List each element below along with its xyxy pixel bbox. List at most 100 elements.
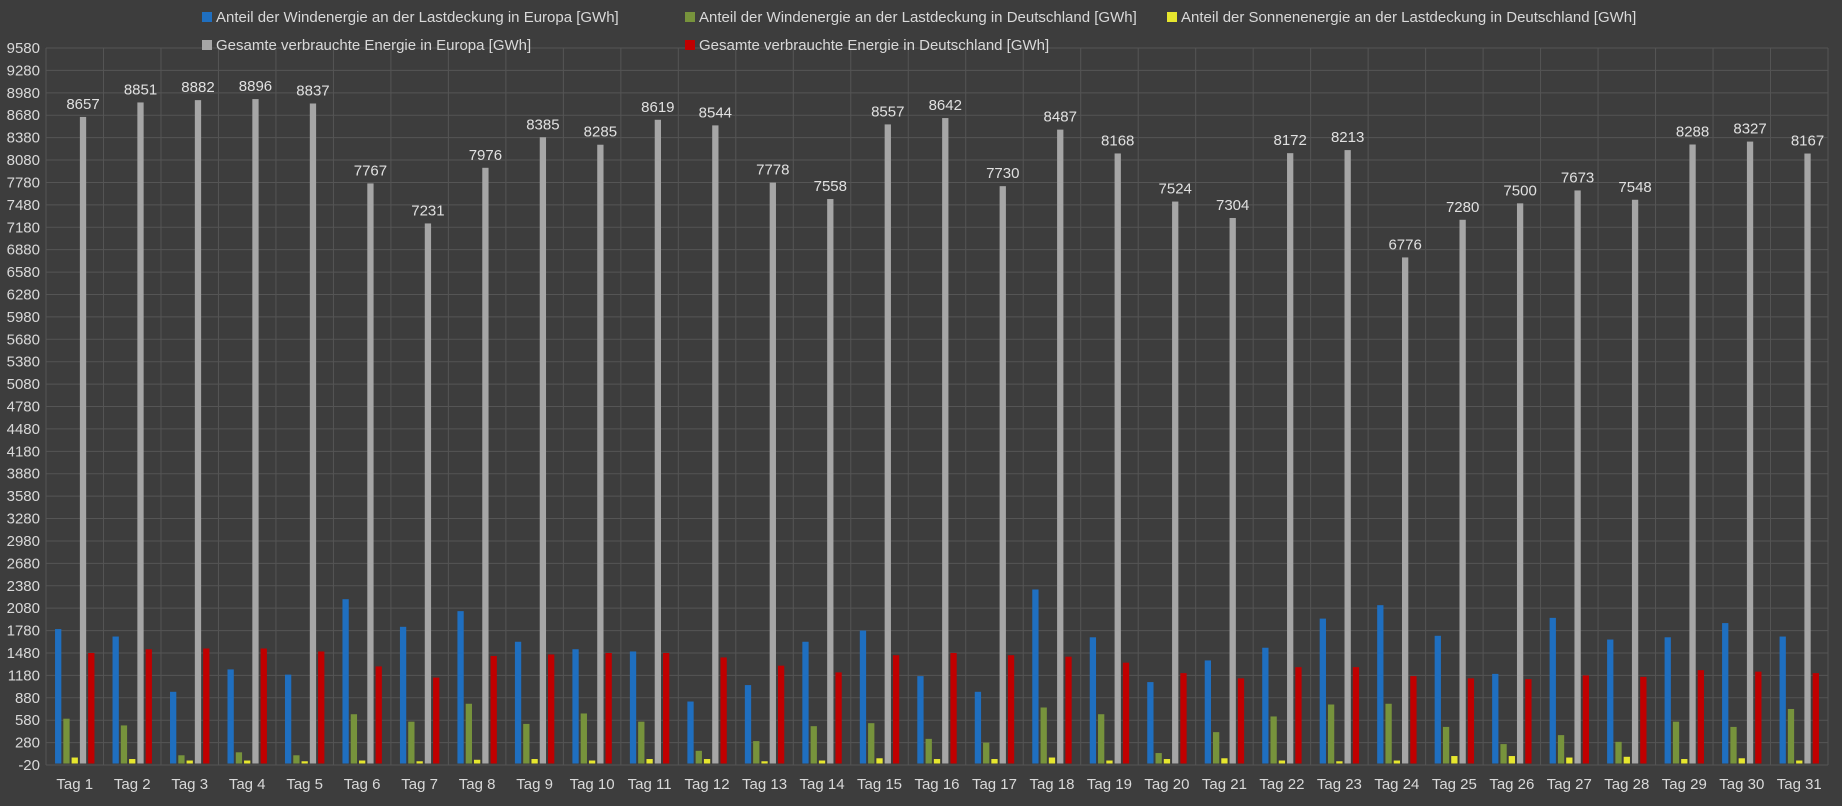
bar (572, 649, 579, 764)
bar (983, 742, 990, 764)
x-tick-label: Tag 11 (628, 776, 672, 793)
bar (539, 137, 547, 764)
bar (112, 636, 119, 764)
legend-label: Anteil der Windenergie an der Lastdeckun… (216, 9, 619, 26)
data-label: 8213 (1331, 129, 1364, 146)
x-tick-label: Tag 9 (516, 776, 553, 793)
data-label: 8172 (1273, 132, 1306, 149)
data-label: 7280 (1446, 199, 1479, 216)
bar (548, 654, 555, 764)
x-tick-label: Tag 4 (229, 776, 266, 793)
bar (1566, 757, 1573, 764)
bar (777, 665, 785, 764)
bar (367, 183, 374, 764)
y-tick-label: 3880 (7, 466, 40, 483)
bar (1672, 721, 1680, 764)
bar (1779, 636, 1786, 764)
bar (1319, 618, 1326, 764)
bar (194, 100, 202, 764)
bar (1442, 726, 1450, 764)
bar (654, 119, 662, 764)
bar (1451, 756, 1458, 764)
x-tick-label: Tag 25 (1432, 776, 1477, 793)
bar (1623, 756, 1630, 764)
data-label: 8327 (1733, 121, 1766, 138)
bar (1746, 141, 1754, 764)
data-label: 8851 (124, 81, 157, 98)
data-label: 7673 (1561, 169, 1594, 186)
bar (1089, 637, 1097, 764)
data-label: 7730 (986, 165, 1019, 182)
data-label: 7231 (411, 202, 444, 219)
bar (1549, 617, 1556, 764)
data-label: 8896 (239, 78, 272, 95)
bar (137, 102, 144, 764)
data-label: 6776 (1388, 236, 1421, 253)
data-label: 7976 (469, 147, 502, 164)
y-tick-label: 5680 (7, 331, 40, 348)
bar (1172, 201, 1179, 764)
bar (482, 167, 489, 764)
bar (761, 761, 768, 764)
bar (605, 652, 612, 764)
y-tick-label: 2080 (7, 600, 40, 617)
bar (991, 759, 998, 764)
x-tick-label: Tag 1 (56, 776, 93, 793)
y-tick-label: 3580 (7, 488, 40, 505)
y-tick-label: 9280 (7, 62, 40, 79)
data-label: 7778 (756, 162, 789, 179)
legend-swatch (685, 40, 695, 50)
bar (71, 757, 78, 764)
data-label: 7548 (1618, 179, 1651, 196)
y-tick-label: 7480 (7, 197, 40, 214)
bar (769, 182, 776, 764)
bar (884, 124, 891, 764)
bar (1163, 759, 1171, 764)
x-tick-label: Tag 10 (570, 776, 615, 793)
y-tick-label: 4180 (7, 443, 40, 460)
legend-swatch (685, 12, 695, 22)
x-tick-label: Tag 23 (1317, 776, 1362, 793)
x-tick-label: Tag 15 (857, 776, 902, 793)
bar (629, 651, 637, 764)
bar (1212, 732, 1220, 764)
bar (1640, 676, 1647, 764)
data-label: 8487 (1044, 109, 1077, 126)
y-tick-label: 1480 (7, 645, 40, 662)
bar (925, 738, 932, 764)
bar (917, 676, 924, 764)
y-tick-label: 8980 (7, 85, 40, 102)
y-tick-label: 2680 (7, 555, 40, 572)
data-labels: 8657 8851 8882 8896 8837 7767 7231 7976 8385 8285… (66, 78, 1824, 253)
bar (1508, 756, 1515, 764)
bar (416, 761, 423, 764)
bar (88, 652, 95, 764)
bar (1065, 656, 1072, 764)
data-label: 8167 (1791, 133, 1824, 150)
bar (293, 755, 300, 764)
bar (942, 118, 949, 764)
x-tick-label: Tag 27 (1547, 776, 1592, 793)
bar (1287, 153, 1294, 764)
bar (1098, 714, 1105, 764)
bar (1459, 219, 1466, 764)
bar (1689, 144, 1696, 764)
bar (178, 755, 185, 764)
bar (744, 685, 752, 764)
bar (1048, 757, 1056, 764)
bar (868, 723, 875, 764)
bar (1607, 639, 1614, 764)
data-label: 7767 (354, 162, 387, 179)
bar (835, 672, 842, 764)
data-label: 8642 (929, 97, 962, 114)
y-tick-label: 3280 (7, 511, 40, 528)
x-tick-label: Tag 2 (114, 776, 151, 793)
y-tick-label: 7180 (7, 219, 40, 236)
bar (892, 655, 900, 764)
bar (703, 759, 711, 764)
bar (1755, 671, 1762, 764)
bar (523, 723, 530, 764)
bar (1032, 589, 1039, 764)
y-tick-label: 8380 (7, 130, 40, 147)
